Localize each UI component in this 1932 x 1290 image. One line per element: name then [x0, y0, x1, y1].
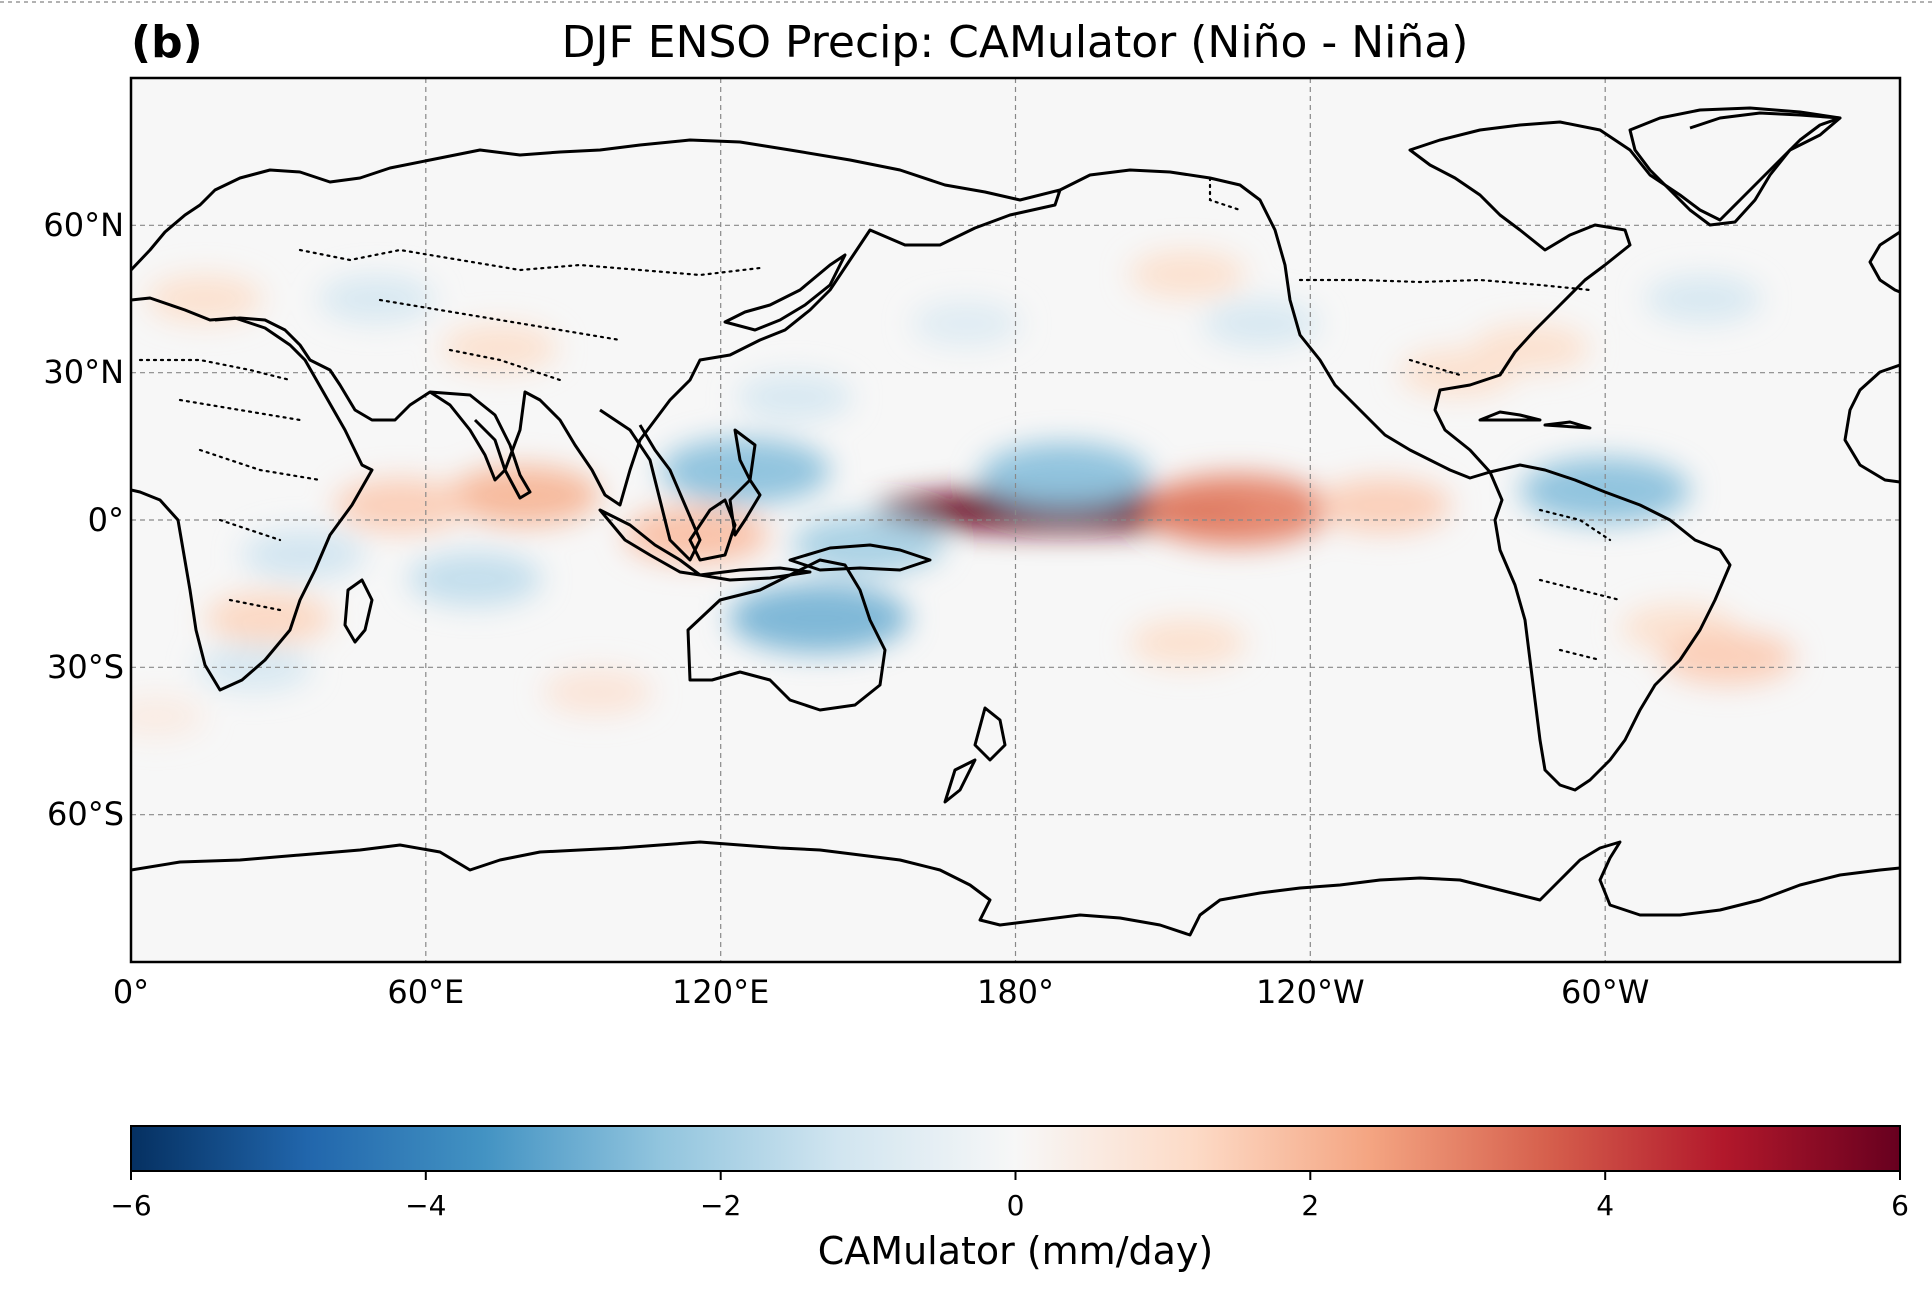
anomaly-blob [131, 695, 205, 738]
coastline-caribbean [1478, 410, 1592, 430]
anomaly-blob [205, 592, 332, 645]
anomaly-blob [146, 275, 263, 323]
coastline-new-zealand [943, 706, 1007, 804]
coastline-europe-asia [131, 138, 1062, 507]
coastline-antarctica [131, 840, 1900, 937]
country-borders [138, 176, 1622, 662]
coastline-philippines-japan [723, 253, 847, 482]
anomaly-blob [1317, 478, 1452, 533]
map-area [129, 76, 1902, 964]
lon-tick-label: 120°E [672, 973, 769, 1011]
colorbar-tick-label: 4 [1596, 1189, 1614, 1222]
anomaly-blob [1203, 299, 1320, 348]
lon-tick-label: 180° [977, 973, 1054, 1011]
coastline-south-america [1488, 463, 1732, 792]
colorbar-ticks [130, 1171, 1901, 1180]
lat-tick-label: 0° [88, 501, 124, 539]
lon-tick-label: 60°W [1561, 973, 1649, 1011]
lon-tick-labels: 0° 60°E 120°E 180° 120°W 60°W [113, 973, 1650, 1011]
anomaly-blob [1473, 324, 1590, 373]
lon-tick-label: 120°W [1256, 973, 1365, 1011]
lat-tick-label: 60°N [43, 206, 124, 244]
colorbar-tick-label: 6 [1891, 1189, 1909, 1222]
colorbar-tick-label: −6 [110, 1189, 151, 1222]
anomaly-blob [1661, 630, 1796, 685]
anomaly-blob [441, 324, 558, 373]
colorbar-label: CAMulator (mm/day) [818, 1229, 1213, 1273]
colorbar-tick-label: −4 [405, 1189, 446, 1222]
coastline-africa [131, 296, 374, 692]
border-south-america [1538, 508, 1622, 662]
coastline-west-africa-edge [1843, 363, 1900, 484]
colorbar-bar [130, 1125, 1901, 1172]
border-eurasia [298, 248, 762, 382]
coastline-europe-edge [1868, 230, 1900, 294]
anomaly-blob [407, 551, 542, 606]
map-title: DJF ENSO Precip: CAMulator (Niño - Niña) [562, 17, 1469, 68]
coastline-southeast-asia [599, 408, 702, 562]
lon-tick-label: 0° [113, 973, 149, 1011]
anomaly-blob [1129, 250, 1246, 299]
lat-tick-labels: 60°N 30°N 0° 30°S 60°S [43, 206, 124, 833]
anomaly-blob [911, 300, 1021, 347]
panel-label: (b) [131, 17, 203, 68]
coastline-australia [686, 558, 887, 712]
coastline-greenland [1628, 106, 1842, 227]
lat-tick-label: 60°S [47, 795, 124, 833]
anomaly-blob [979, 442, 1150, 509]
colorbar-tick-label: −2 [700, 1189, 741, 1222]
colorbar-tick-label: 0 [1007, 1189, 1025, 1222]
coastline-madagascar [343, 578, 374, 644]
border-africa [138, 358, 322, 612]
anomaly-blob [318, 275, 435, 323]
anomaly-blob [334, 478, 469, 533]
anomaly-blob [1129, 618, 1246, 667]
colorbar: −6 −4 −2 0 2 4 6 CAMulator (mm/day) [110, 1125, 1909, 1273]
anomaly-blob [736, 373, 853, 422]
colorbar-tick-label: 2 [1301, 1189, 1319, 1222]
anomaly-blob [1142, 474, 1331, 547]
anomaly-blob [195, 643, 312, 692]
anomaly-blob [543, 669, 653, 715]
coastline-india [429, 390, 532, 500]
map-frame [129, 76, 1902, 964]
lon-tick-label: 60°E [387, 973, 464, 1011]
coastlines [131, 106, 1900, 937]
coastline-north-america [1059, 111, 1842, 480]
coastline-indonesia [598, 478, 932, 582]
border-north-america [1208, 176, 1592, 377]
lat-tick-label: 30°S [47, 648, 124, 686]
anomaly-blob [241, 529, 365, 580]
anomaly-blob [1645, 275, 1762, 323]
lat-tick-label: 30°N [43, 353, 124, 391]
